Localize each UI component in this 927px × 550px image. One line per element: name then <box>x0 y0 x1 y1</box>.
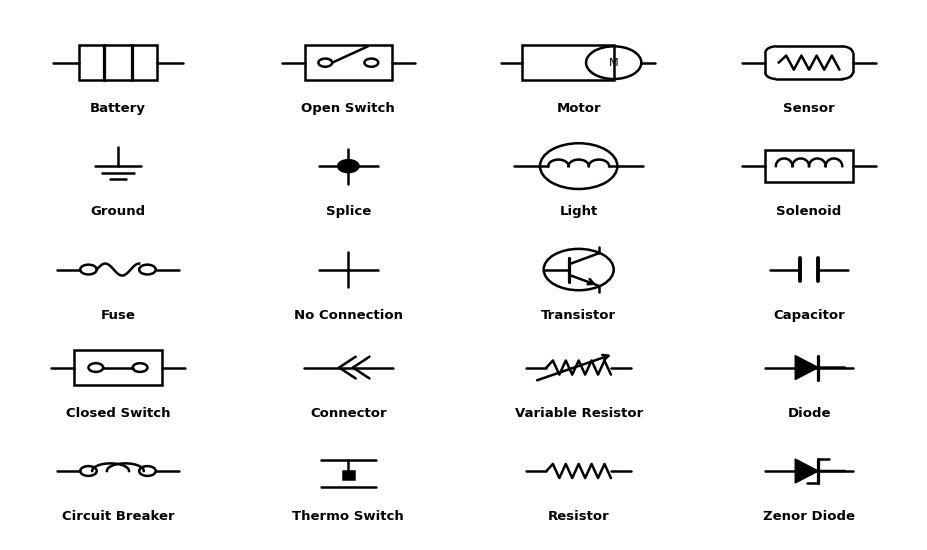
Text: Fuse: Fuse <box>100 309 135 322</box>
Text: Sensor: Sensor <box>783 102 835 115</box>
Text: Battery: Battery <box>90 102 146 115</box>
Text: Variable Resistor: Variable Resistor <box>514 407 642 420</box>
Circle shape <box>338 160 359 172</box>
Text: Zenor Diode: Zenor Diode <box>763 510 855 523</box>
Text: Diode: Diode <box>787 407 831 420</box>
Text: No Connection: No Connection <box>294 309 403 322</box>
Bar <box>522 45 614 80</box>
Text: Resistor: Resistor <box>548 510 610 523</box>
Text: Splice: Splice <box>325 205 371 218</box>
Text: Closed Switch: Closed Switch <box>66 407 171 420</box>
Text: Transistor: Transistor <box>541 309 616 322</box>
Polygon shape <box>795 459 819 483</box>
Text: Open Switch: Open Switch <box>301 102 395 115</box>
Text: Connector: Connector <box>310 407 387 420</box>
Text: Ground: Ground <box>91 205 146 218</box>
Text: Capacitor: Capacitor <box>773 309 844 322</box>
Text: Motor: Motor <box>556 102 601 115</box>
Bar <box>766 150 853 183</box>
Text: M: M <box>609 58 618 68</box>
Bar <box>343 471 354 479</box>
Bar <box>305 45 392 80</box>
Text: Light: Light <box>560 205 598 218</box>
Text: Circuit Breaker: Circuit Breaker <box>62 510 174 523</box>
Bar <box>74 350 161 385</box>
Polygon shape <box>795 356 819 380</box>
Text: Thermo Switch: Thermo Switch <box>292 510 404 523</box>
Bar <box>79 45 157 80</box>
Text: Solenoid: Solenoid <box>777 205 842 218</box>
